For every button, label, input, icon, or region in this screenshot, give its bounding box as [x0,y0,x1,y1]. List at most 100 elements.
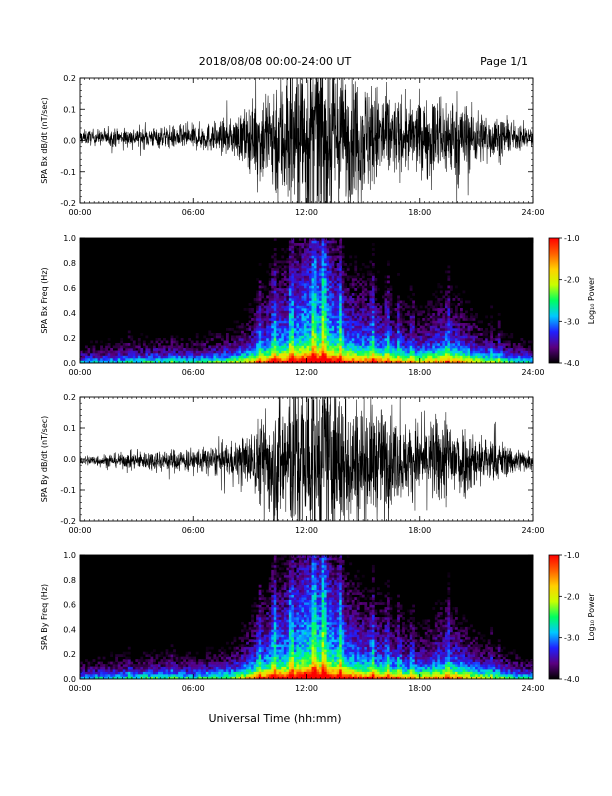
spectrogram-cell [322,258,325,261]
spectrogram-cell [198,356,201,359]
spectrogram-cell [135,669,138,672]
spectrogram-cell [178,346,181,349]
spectrogram-cell [100,358,103,361]
spectrogram-cell [344,333,347,336]
spectrogram-cell [349,338,352,341]
spectrogram-cell [362,298,365,301]
spectrogram-cell [490,348,493,351]
spectrogram-cell [261,318,264,321]
spectrogram-cell [415,341,418,344]
spectrogram-cell [410,353,413,356]
spectrogram-cell [337,281,340,284]
spectrogram-cell [140,353,143,356]
spectrogram-cell [304,343,307,346]
spectrogram-cell [309,286,312,289]
spectrogram-cell [440,286,443,289]
spectrogram-cell [148,346,151,349]
spectrogram-cell [98,657,101,660]
spectrogram-cell [208,351,211,354]
spectrogram-cell [296,281,299,284]
spectrogram-cell [349,256,352,259]
spectrogram-cell [465,323,468,326]
spectrogram-cell [392,341,395,344]
spectrogram-cell [271,326,274,329]
spectrogram-cell [445,313,448,316]
spectrogram-cell [432,293,435,296]
spectrogram-cell [498,353,501,356]
spectrogram-cell [88,348,91,351]
spectrogram-cell [289,286,292,289]
spectrogram-cell [274,353,277,356]
spectrogram-cell [299,256,302,259]
spectrogram-cell [490,321,493,324]
spectrogram-cell [314,268,317,271]
spectrogram-cell [324,323,327,326]
spectrogram-cell [334,351,337,354]
spectrogram-cell [138,662,141,665]
spectrogram-cell [312,343,315,346]
spectrogram-cell [440,358,443,361]
spectrogram-cell [442,351,445,354]
spectrogram-cell [226,338,229,341]
spectrogram-cell [337,313,340,316]
spectrogram-cell [395,341,398,344]
spectrogram-cell [357,358,360,361]
spectrogram-cell [463,291,466,294]
spectrogram-cell [415,346,418,349]
spectrogram-cell [342,308,345,311]
spectrogram-cell [264,343,267,346]
spectrogram-cell [294,328,297,331]
spectrogram-cell [100,353,103,356]
spectrogram-cell [239,343,242,346]
spectrogram-cell [156,341,159,344]
spectrogram-cell [427,336,430,339]
spectrogram-cell [327,308,330,311]
spectrogram-cell [488,343,491,346]
spectrogram-cell [176,353,179,356]
spectrogram-cell [390,348,393,351]
spectrogram-cell [344,348,347,351]
spectrogram-cell [329,308,332,311]
spectrogram-cell [108,353,111,356]
spectrogram-cell [171,672,174,675]
spectrogram-cell [420,348,423,351]
spectrogram-cell [359,278,362,281]
spectrogram-cell [274,311,277,314]
spectrogram-cell [437,341,440,344]
spectrogram-cell [221,346,224,349]
spectrogram-cell [377,316,380,319]
spectrogram-cell [249,308,252,311]
spectrogram-cell [135,664,138,667]
spectrogram-cell [171,338,174,341]
spectrogram-cell [430,351,433,354]
spectrogram-cell [475,356,478,359]
spectrogram-cell [460,348,463,351]
spectrogram-cell [264,286,267,289]
spectrogram-cell [465,326,468,329]
spectrogram-cell [309,258,312,261]
spectrogram-cell [379,308,382,311]
spectrogram-cell [392,358,395,361]
spectrogram-cell [342,328,345,331]
spectrogram-cell [296,318,299,321]
spectrogram-cell [296,276,299,279]
spectrogram-cell [291,346,294,349]
spectrogram-cell [259,351,262,354]
spectrogram-cell [354,321,357,324]
spectrogram-cell [317,338,320,341]
spectrogram-cell [367,278,370,281]
spectrogram-cell [181,351,184,354]
spectrogram-cell [332,241,335,244]
spectrogram-cell [415,308,418,311]
spectrogram-cell [400,338,403,341]
spectrogram-cell [372,266,375,269]
spectrogram-cell [440,308,443,311]
spectrogram-cell [337,276,340,279]
spectrogram-cell [150,657,153,660]
spectrogram-cell [279,293,282,296]
spectrogram-cell [173,672,176,675]
spectrogram-cell [319,318,322,321]
spectrogram-cell [455,351,458,354]
spectrogram-cell [317,301,320,304]
spectrogram-cell [450,308,453,311]
